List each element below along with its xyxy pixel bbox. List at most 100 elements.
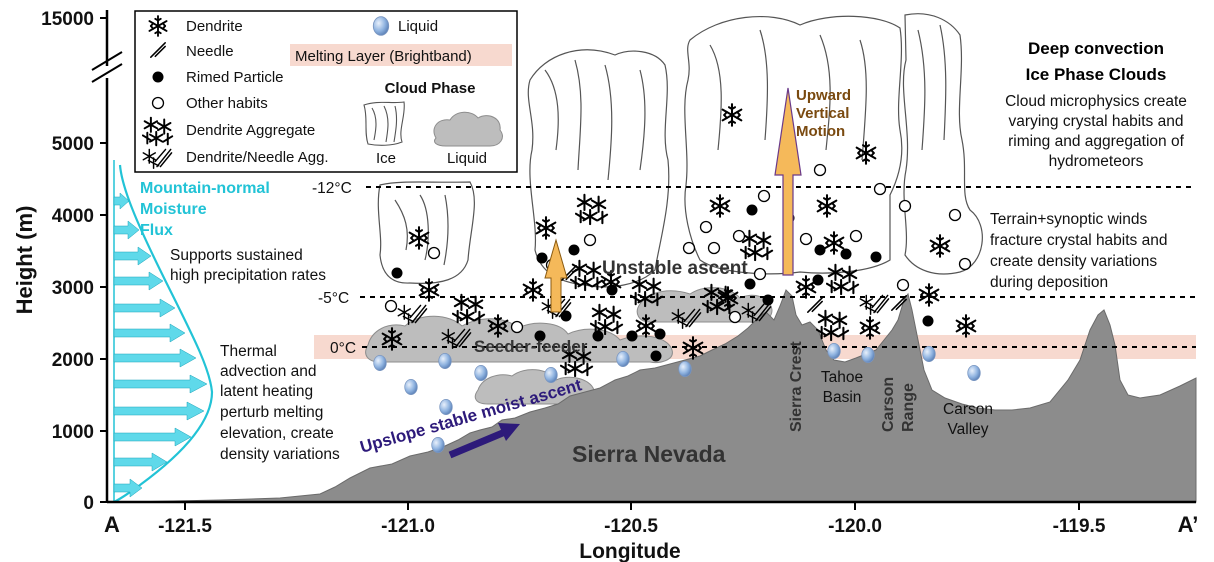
legend-ice-label: Ice [376,150,396,167]
deep-convection-title: Ice Phase Clouds [1026,65,1167,84]
isotherm-minus12-label: -12°C [312,180,352,197]
upward-motion-label: Upward [796,87,851,104]
liquid-drop-icon [431,436,445,454]
deep-convection-note-line: Cloud microphysics create [1005,93,1187,110]
carson-valley-label: Carson [943,401,993,418]
carson-range-label: Carson [880,377,897,432]
flux-arrow [113,374,208,394]
deep-convection-note-line: hydrometeors [1049,153,1144,170]
dendrite-icon [929,234,951,258]
x-tick-label: -121.5 [158,516,212,537]
legend-melting-layer-label: Melting Layer (Brightband) [295,48,472,65]
legend-aggregate-label: Dendrite Aggregate [186,122,315,139]
dendrite-icon [816,194,838,218]
legend-rimed-label: Rimed Particle [186,69,284,86]
seeder-feeder-label: Seeder-feeder [474,337,588,356]
liquid-drop-icon [922,345,936,363]
rimed-particle-icon [152,71,164,83]
liquid-drop-icon [474,364,488,382]
flux-arrow [113,348,197,368]
deep-convection-title: Deep convection [1028,39,1164,58]
updraft-arrow-small [544,238,568,313]
y-axis-title: Height (m) [12,206,37,315]
dendrite-aggregate-icon [740,229,774,262]
flux-arrow [113,401,205,421]
tahoe-basin-label: Tahoe [821,369,863,386]
sierra-nevada-label: Sierra Nevada [572,441,726,467]
moisture-flux-arrows [113,192,208,498]
liquid-drop-icon [404,378,418,396]
liquid-drop-icon [373,354,387,372]
flux-arrow [113,452,168,472]
flux-arrow [113,271,164,291]
thermal-note-line: density variations [220,446,340,463]
liquid-drop-icon [438,352,452,370]
y-tick-label: 1000 [52,422,94,443]
carson-valley-label: Valley [947,421,988,438]
moisture-flux-label-line: Moisture [140,201,207,218]
y-tick-label: 5000 [52,134,94,155]
flux-arrow [113,220,140,240]
deep-convection-note-line: riming and aggregation of [1008,133,1184,150]
y-ticks [100,17,107,503]
dendrite-icon [408,226,430,250]
terrain [124,289,1197,503]
legend-needle-agg-label: Dendrite/Needle Agg. [186,149,329,166]
dendrite-icon [535,216,557,240]
thermal-note-line: Thermal [220,343,277,360]
flux-arrow [113,298,176,318]
sierra-crest-label: Sierra Crest [788,341,805,432]
y-tick-label: 15000 [41,9,94,30]
liquid-drop-icon [372,16,390,36]
liquid-drop-icon [967,364,981,382]
upward-vertical-motion-arrow [774,87,802,276]
dendrite-aggregate-icon [575,193,609,226]
flux-arrow [113,192,130,210]
x-tick-label: -120.5 [604,516,658,537]
dendrite-aggregate-icon [826,263,860,296]
isotherm-lines [360,186,1196,348]
ice-cloud-icon [363,101,405,146]
section-end-label: A’ [1178,512,1199,537]
melting-layer-swatch [290,44,512,66]
x-tick-label: -120.0 [828,516,882,537]
deep-convection-note-line: varying crystal habits and [1009,113,1184,130]
x-ticks [184,502,1080,510]
dendrite-icon [709,194,731,218]
dendrite-icon [918,283,940,307]
y-tick-label: 3000 [52,278,94,299]
section-start-label: A [104,512,120,537]
legend-liquid-label: Liquid [398,18,438,35]
supports-note-line: Supports sustained [170,247,303,264]
moisture-flux-label-line: Flux [140,222,173,239]
upward-motion-label: Motion [796,123,845,140]
dendrite-icon [522,278,544,302]
legend-cloud-phase-title: Cloud Phase [385,80,476,97]
dendrite-icon [855,141,877,165]
liquid-cloud-icon [433,111,503,147]
ice-clouds [377,13,983,288]
legend: Dendrite Needle Rimed Particle Other hab… [134,10,518,173]
isotherm-minus5-label: -5°C [318,290,349,307]
terrain-winds-note-line: Terrain+synoptic winds [990,211,1147,228]
flux-arrow [113,323,186,343]
dendrite-aggregate-icon [452,293,486,326]
carson-range-label: Range [900,383,917,432]
dendrite-aggregate-icon [590,303,624,336]
needle-icon [807,297,823,313]
liquid-drop-icon [861,346,875,364]
legend-needle-label: Needle [186,43,234,60]
x-tick-label: -119.5 [1053,516,1106,537]
isotherm-zero-label: 0°C [330,340,356,357]
upslope-arrow [448,423,520,459]
terrain-winds-note-line: fracture crystal habits and [990,232,1167,249]
thermal-note-line: elevation, create [220,425,334,442]
flux-arrow [113,427,192,447]
other-habit-icon [151,96,165,110]
liquid-drop-icon [544,366,558,384]
thermal-note-line: perturb melting [220,404,323,421]
moisture-flux-label-line: Mountain-normal [140,180,270,197]
x-axis-title: Longitude [579,540,680,562]
legend-other-label: Other habits [186,95,268,112]
